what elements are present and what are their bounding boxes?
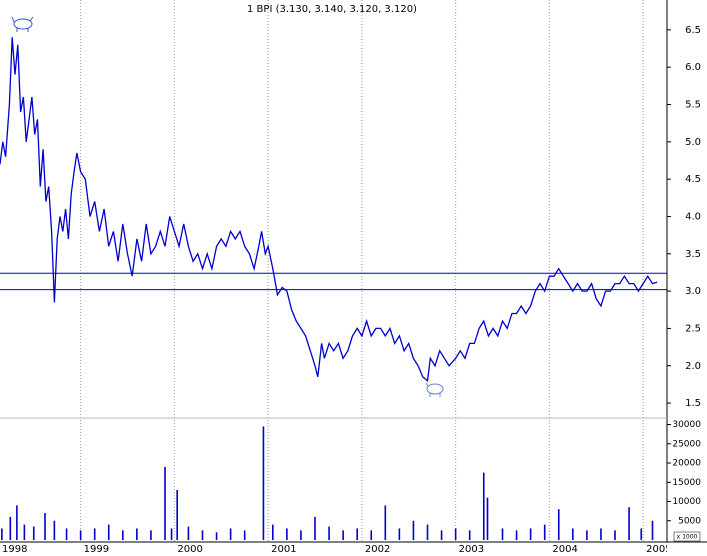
volume-bar [201,530,204,540]
volume-bar [600,528,602,540]
volume-bar [32,526,35,540]
volume-bar [243,530,246,540]
volume-bar [384,505,387,540]
unit-box [673,531,701,542]
volume-bar [543,524,546,540]
plot-area: 1998 1999 2000 2001 2002 2003 2004 2005 [0,0,671,555]
volume-bar [486,497,489,540]
volume-bar [170,528,173,540]
y-tick-label: 15000 [672,478,701,488]
y-tick-label: 5000 [678,516,701,526]
volume-bar [328,526,330,540]
volume-bar [107,524,110,540]
y-tick-label: 2.0 [685,361,701,372]
volume-bar [482,472,485,540]
volume-bar [16,505,18,540]
volume-bar [53,520,56,540]
bear-icon [425,382,444,397]
x-tick-label: 2003 [459,544,484,555]
volume-bar [164,466,166,540]
volume-bar [412,520,415,540]
volume-bar [9,516,12,540]
volume-bar [468,530,471,540]
volume-bar [229,528,232,540]
y-tick-label: 5.0 [685,137,701,148]
volume-bar [640,528,643,540]
x-tick-label: 1999 [84,544,109,555]
volume-bar [398,528,401,540]
volume-bar [215,532,218,540]
volume-bar [370,530,373,540]
volume-bar [628,507,630,540]
volume-bar [586,530,588,540]
y-tick-label: 3.0 [685,286,701,297]
y-tick-label: 2.5 [685,323,701,334]
volume-bar [176,489,178,540]
unit-label: x 1000 [677,534,698,541]
y-tick-label: 4.5 [685,174,701,185]
volume-bar [356,528,358,540]
y-tick-label: 5.5 [685,100,701,111]
volume-bar [1,528,3,540]
y-tick-label: 10000 [672,497,701,507]
volume-bar [515,530,518,540]
volume-bar [529,528,532,540]
volume-bar [44,513,46,540]
volume-bar [440,530,443,540]
volume-bar [79,530,82,540]
volume-bar [557,509,560,540]
volume-bar [272,524,274,540]
volume-bar [342,530,344,540]
volume-bar [286,528,288,540]
volume-bar [93,528,96,540]
chart-title: 1 BPI (3.130, 3.140, 3.120, 3.120) [247,4,417,15]
volume-bar [187,526,190,540]
y-tick-label: 6.5 [685,25,701,36]
volume-bar [300,530,302,540]
y-tick-label: 1.5 [685,398,701,409]
volume-bar [262,426,265,540]
volume-bar [572,528,574,540]
y-tick-label: 3.5 [685,249,701,260]
y-tick-label: 6.0 [685,62,701,73]
volume-bar [501,528,504,540]
volume-bar [23,524,26,540]
x-tick-label: 2001 [271,544,296,555]
x-tick-label: 1998 [2,544,27,555]
y-tick-label: 30000 [672,420,701,430]
bull-icon [11,16,34,32]
x-tick-label: 2002 [365,544,390,555]
volume-bar [614,530,616,540]
y-tick-label: 20000 [672,459,701,469]
volume-bar [122,530,124,540]
y-tick-label: 4.0 [685,211,701,222]
x-tick-label: 2005 [646,544,671,555]
volume-bar [136,528,138,540]
volume-bar [454,528,457,540]
volume-bar [65,528,68,540]
y-tick-label: 25000 [672,439,701,449]
volume-bar [426,524,429,540]
price-line [0,37,658,382]
volume-bar [651,520,654,540]
volume-bar [150,530,152,540]
volume-bar [314,516,316,540]
x-tick-label: 2000 [177,544,202,555]
x-tick-label: 2004 [552,544,577,555]
